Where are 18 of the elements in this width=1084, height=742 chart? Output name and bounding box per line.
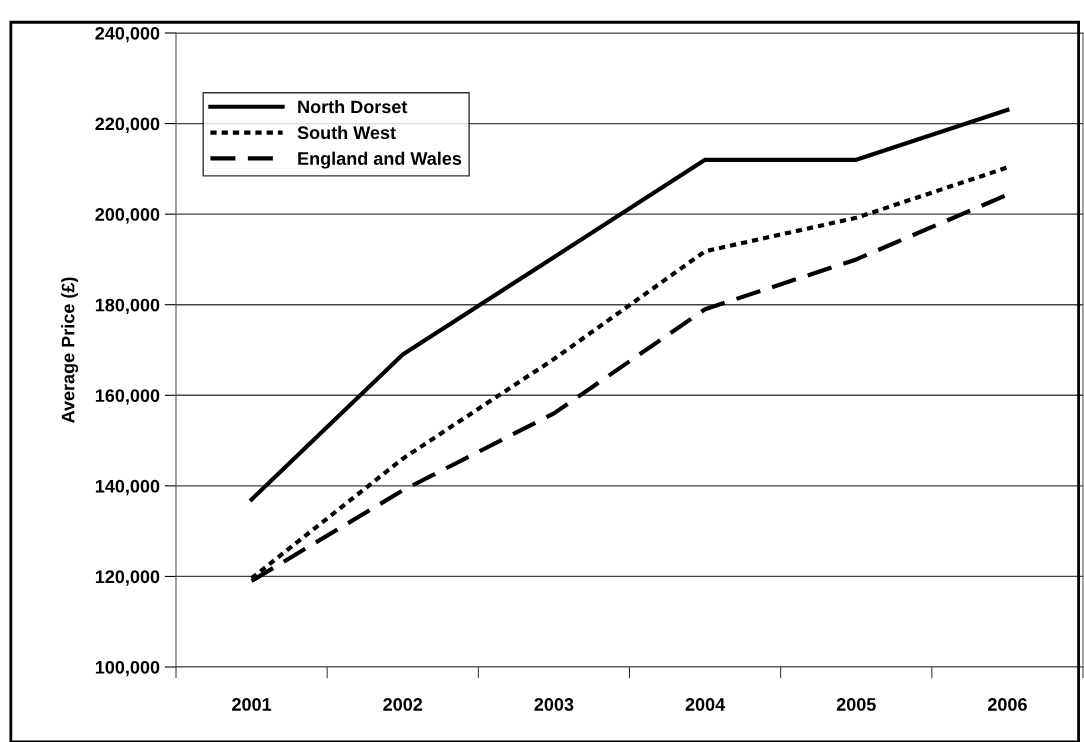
legend-label: South West: [297, 125, 396, 140]
y-tick-label: 240,000: [95, 26, 160, 43]
y-tick-label: 120,000: [95, 570, 160, 586]
x-tick-label: 2004: [685, 698, 726, 711]
legend-label: England and Wales: [298, 151, 462, 169]
y-tick-label: 220,000: [95, 117, 160, 133]
x-tick-label: 2006: [987, 698, 1027, 711]
y-tick-label: 100,000: [95, 660, 160, 677]
y-tick-label: 140,000: [95, 479, 160, 496]
x-tick-label: 2005: [836, 698, 876, 711]
x-tick-label: 2002: [383, 698, 423, 711]
y-axis-title: Average Price (£): [61, 277, 79, 423]
y-tick-label: 200,000: [95, 208, 160, 224]
y-tick-label: 180,000: [95, 298, 160, 315]
legend-label: North Dorset: [298, 99, 408, 114]
y-tick-label: 160,000: [95, 389, 160, 405]
x-tick-label: 2001: [232, 698, 272, 711]
x-tick-label: 2003: [534, 698, 574, 711]
